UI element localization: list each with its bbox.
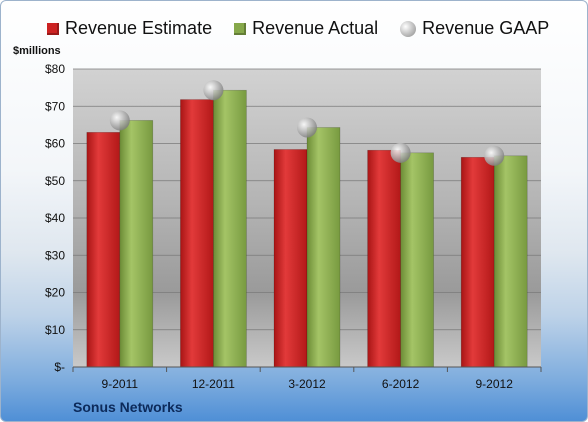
marker-revenue-gaap [297, 117, 317, 138]
marker-revenue-gaap [203, 80, 224, 101]
legend-item-estimate: Revenue Estimate [47, 18, 212, 39]
bar-revenue-estimate [273, 149, 308, 368]
bar-revenue-actual [493, 155, 528, 368]
x-tick-label: 6-2012 [382, 377, 420, 391]
bar-revenue-estimate [86, 132, 121, 368]
marker-revenue-gaap [390, 142, 411, 163]
company-name: Sonus Networks [73, 399, 183, 415]
marker-revenue-gaap [109, 110, 130, 131]
y-tick-label: $80 [45, 62, 65, 76]
y-tick-label: $50 [45, 174, 65, 188]
x-tick-label: 12-2011 [192, 377, 235, 391]
legend-item-actual: Revenue Actual [234, 18, 378, 39]
x-tick-label: 3-2012 [288, 377, 326, 391]
bar-revenue-estimate [367, 149, 401, 368]
legend-item-gaap: Revenue GAAP [400, 18, 549, 39]
legend-swatch-estimate [47, 22, 59, 35]
legend: Revenue Estimate Revenue Actual Revenue … [47, 18, 567, 39]
legend-swatch-gaap [400, 20, 417, 37]
y-tick-label: $70 [45, 99, 65, 113]
y-axis-label: $millions [13, 45, 61, 57]
bar-revenue-estimate [460, 156, 495, 368]
legend-label-actual: Revenue Actual [252, 18, 379, 38]
bar-revenue-actual [213, 89, 247, 368]
y-tick-label: $20 [45, 286, 65, 300]
legend-swatch-actual [234, 22, 247, 35]
y-tick-label: $40 [45, 211, 65, 225]
bar-revenue-estimate [180, 99, 214, 368]
legend-label-gaap: Revenue GAAP [422, 18, 550, 38]
marker-revenue-gaap [484, 145, 505, 166]
y-tick-label: $30 [45, 248, 65, 262]
y-tick-label: $10 [45, 323, 65, 337]
bar-revenue-actual [400, 152, 434, 368]
y-tick-label: $- [54, 360, 65, 374]
x-tick-label: 9-2011 [102, 377, 139, 391]
y-tick-label: $60 [45, 137, 65, 151]
legend-label-estimate: Revenue Estimate [65, 18, 213, 38]
bar-revenue-actual [306, 127, 341, 368]
bar-revenue-actual [119, 120, 154, 368]
x-tick-label: 9-2012 [476, 377, 514, 391]
